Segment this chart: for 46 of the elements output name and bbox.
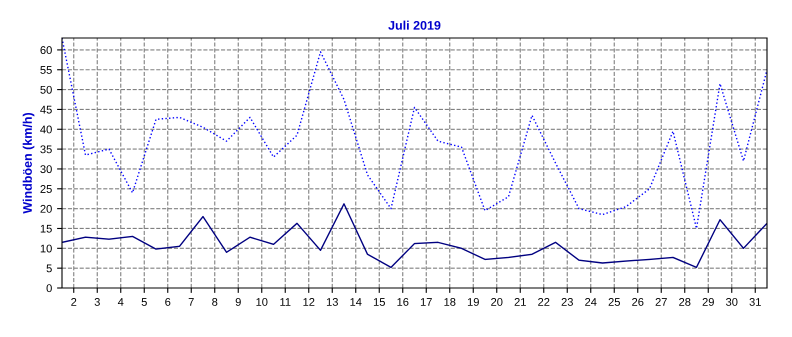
y-tick-label: 50 <box>40 86 52 94</box>
chart-title: Juli 2019 <box>388 20 440 30</box>
x-tick-label: 12 <box>303 298 314 306</box>
x-tick-label: 4 <box>118 298 124 306</box>
y-tick-label: 5 <box>46 264 52 272</box>
y-tick-label: 30 <box>40 165 52 174</box>
y-tick-label: 20 <box>40 204 52 213</box>
x-tick-label: 7 <box>188 298 194 306</box>
x-tick-label: 21 <box>514 298 526 306</box>
y-tick-label: 40 <box>40 126 52 134</box>
x-tick-label: 26 <box>632 298 644 306</box>
x-tick-label: 2 <box>71 298 76 306</box>
line-series <box>62 203 767 268</box>
x-tick-label: 16 <box>397 298 408 306</box>
x-tick-label: 17 <box>420 298 432 306</box>
y-tick-label: 10 <box>40 244 52 252</box>
x-tick-label: 25 <box>608 298 620 306</box>
x-tick-label: 6 <box>165 298 170 306</box>
x-tick-label: 15 <box>374 298 385 306</box>
y-tick-label: 55 <box>40 66 52 74</box>
x-tick-label: 19 <box>468 298 479 306</box>
y-tick-label: 35 <box>40 145 52 154</box>
x-tick-label: 18 <box>444 298 456 306</box>
x-tick-label: 11 <box>280 298 290 306</box>
y-tick-label: 60 <box>40 46 52 54</box>
x-tick-label: 31 <box>749 298 761 306</box>
y-axis-title: Windböen (km/h) <box>22 112 34 214</box>
x-tick-label: 22 <box>538 298 550 306</box>
y-tick-label: 15 <box>40 224 52 233</box>
x-tick-label: 29 <box>702 298 714 306</box>
x-tick-label: 14 <box>350 298 362 306</box>
x-tick-label: 20 <box>491 298 502 306</box>
y-tick-label: 45 <box>40 106 52 114</box>
x-tick-label: 24 <box>585 298 597 306</box>
x-tick-label: 30 <box>726 298 738 306</box>
x-tick-label: 13 <box>326 298 338 306</box>
y-tick-label: 25 <box>40 185 52 193</box>
y-tick-label: 0 <box>46 284 52 292</box>
x-tick-label: 28 <box>679 298 690 306</box>
x-tick-label: 3 <box>94 298 100 306</box>
x-tick-label: 8 <box>212 298 218 306</box>
x-tick-label: 23 <box>562 298 573 306</box>
x-tick-label: 9 <box>236 298 241 306</box>
x-tick-label: 10 <box>256 298 268 306</box>
x-tick-label: 5 <box>142 298 147 306</box>
x-tick-label: 27 <box>656 298 667 306</box>
